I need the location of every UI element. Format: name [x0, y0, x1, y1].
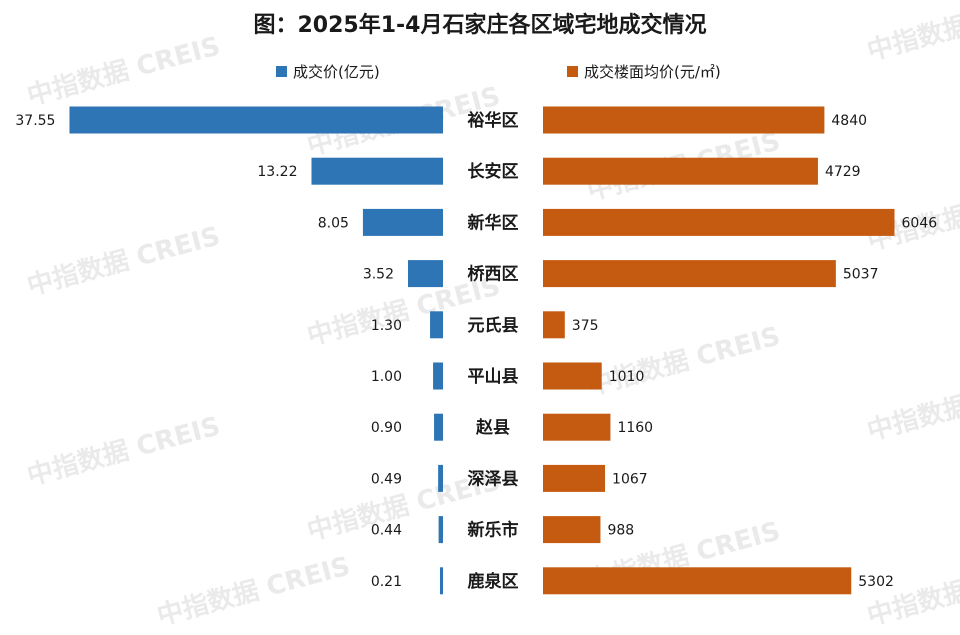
- category-label: 元氏县: [468, 316, 519, 336]
- category-label: 鹿泉区: [468, 571, 519, 592]
- left-bar: [434, 413, 443, 441]
- left-bar-label: 8.05: [318, 215, 349, 231]
- left-bar: [440, 567, 443, 595]
- legend: 成交价(亿元) 成交楼面均价(元/㎡): [276, 63, 721, 81]
- right-bar-label: 1010: [609, 369, 645, 385]
- right-bar-label: 5302: [858, 574, 894, 590]
- watermark-text: 中指数据 CREIS: [24, 31, 223, 111]
- left-bar-label: 0.90: [371, 420, 402, 436]
- legend-swatch-left: [276, 66, 287, 77]
- right-bar-label: 375: [572, 318, 599, 334]
- right-bar-label: 5037: [843, 267, 879, 283]
- left-series: 37.55 13.22 8.05 3.52 1.30 1.00 0.90 0.49 0.44 0.…: [15, 106, 443, 595]
- left-bar-label: 0.44: [371, 523, 402, 539]
- left-bar: [311, 157, 443, 185]
- watermark-text: 中指数据 CREIS: [584, 321, 783, 401]
- right-series: 4840 4729 6046 5037 375 1010 1160 1067 988 5302: [543, 106, 938, 595]
- watermark-text: 中指数据 CREIS: [864, 0, 960, 67]
- watermark-text: 中指数据 CREIS: [24, 221, 223, 301]
- legend-label-left: 成交价(亿元): [293, 63, 380, 81]
- watermark-text: 中指数据 CREIS: [154, 551, 353, 631]
- chart-title: 图：2025年1-4月石家庄各区域宅地成交情况: [254, 12, 707, 38]
- watermark-text: 中指数据 CREIS: [864, 366, 960, 446]
- left-bar-label: 3.52: [363, 267, 394, 283]
- right-bar: [543, 516, 601, 544]
- left-bar: [69, 106, 443, 134]
- left-bar: [438, 516, 443, 544]
- category-label: 新华区: [468, 212, 519, 233]
- watermark-text: 中指数据 CREIS: [864, 551, 960, 631]
- left-bar-label: 1.30: [371, 318, 402, 334]
- right-bar: [543, 260, 836, 288]
- left-bar-label: 37.55: [15, 113, 55, 129]
- right-bar-label: 988: [607, 523, 634, 539]
- legend-swatch-right: [567, 66, 578, 77]
- right-bar: [543, 157, 818, 185]
- left-bar: [438, 464, 443, 492]
- category-label: 裕华区: [468, 110, 519, 131]
- left-bar: [407, 260, 443, 288]
- right-bar: [543, 567, 852, 595]
- left-bar: [433, 362, 443, 390]
- watermark-text: 中指数据 CREIS: [24, 411, 223, 491]
- left-bar-label: 0.21: [371, 574, 402, 590]
- right-bar: [543, 311, 565, 339]
- category-label: 桥西区: [468, 265, 519, 285]
- right-bar-label: 4729: [825, 164, 861, 180]
- category-label: 深泽县: [468, 468, 519, 489]
- category-label: 长安区: [468, 161, 519, 182]
- left-bar-label: 0.49: [371, 471, 402, 487]
- right-bar: [543, 413, 611, 441]
- category-label: 平山县: [468, 367, 519, 387]
- right-bar: [543, 362, 602, 390]
- category-label: 赵县: [475, 417, 510, 438]
- right-bar-label: 4840: [831, 113, 867, 129]
- right-bar-label: 6046: [902, 215, 938, 231]
- left-bar: [362, 208, 443, 236]
- right-bar-label: 1160: [617, 420, 653, 436]
- category-label: 新乐市: [468, 520, 519, 541]
- left-bar-label: 1.00: [371, 369, 402, 385]
- left-bar-label: 13.22: [257, 164, 297, 180]
- right-bar: [543, 208, 895, 236]
- right-bar: [543, 464, 606, 492]
- left-bar: [430, 311, 443, 339]
- right-bar-label: 1067: [612, 471, 648, 487]
- legend-label-right: 成交楼面均价(元/㎡): [584, 63, 721, 81]
- right-bar: [543, 106, 825, 134]
